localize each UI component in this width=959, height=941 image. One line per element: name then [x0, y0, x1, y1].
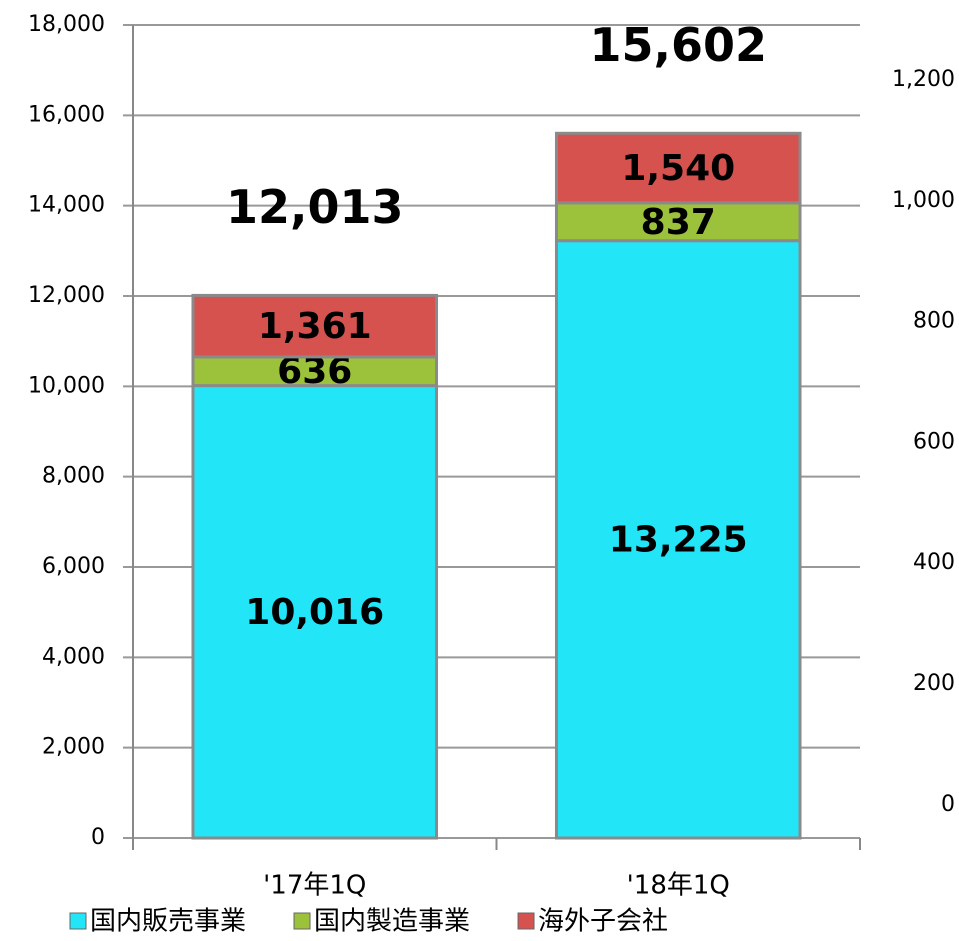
- bar-segment: [191, 384, 439, 840]
- y-tick-label: 4,000: [42, 644, 105, 669]
- y-tick-label: 2,000: [42, 735, 105, 760]
- y2-tick-label: 0: [941, 792, 955, 817]
- y-tick-label: 0: [91, 825, 105, 850]
- total-label: 12,013: [226, 180, 404, 234]
- y-tick-label: 8,000: [42, 464, 105, 489]
- y2-tick-label: 200: [913, 671, 955, 696]
- data-label: 10,016: [245, 592, 384, 633]
- y-tick-label: 12,000: [28, 283, 105, 308]
- y2-tick-label: 600: [913, 429, 955, 454]
- bar-segment: [554, 201, 802, 243]
- y-tick-label: 6,000: [42, 554, 105, 579]
- data-label: 1,540: [621, 148, 735, 189]
- y-tick-label: 18,000: [28, 12, 105, 37]
- y2-tick-label: 1,000: [892, 188, 955, 213]
- data-label: 837: [641, 202, 716, 243]
- y-tick-label: 16,000: [28, 102, 105, 127]
- bar-segment: [554, 239, 802, 840]
- legend-swatch: [517, 912, 535, 930]
- total-label: 15,602: [589, 18, 767, 72]
- bar-segment: [191, 355, 439, 388]
- y-tick-label: 14,000: [28, 193, 105, 218]
- legend-swatch: [69, 912, 87, 930]
- x-tick-label: '18年1Q: [627, 871, 730, 901]
- legend-swatch: [293, 912, 311, 930]
- y2-tick-label: 800: [913, 309, 955, 334]
- legend-label: 国内製造事業: [314, 907, 470, 937]
- bar-segment: [554, 131, 802, 205]
- legend-label: 国内販売事業: [90, 907, 246, 937]
- y2-tick-label: 1,200: [892, 67, 955, 92]
- y2-tick-label: 400: [913, 550, 955, 575]
- data-label: 13,225: [609, 519, 748, 560]
- legend-label: 海外子会社: [538, 907, 668, 937]
- x-tick-label: '17年1Q: [263, 871, 366, 901]
- data-label: 1,361: [258, 306, 372, 347]
- y-tick-label: 10,000: [28, 373, 105, 398]
- bar-segment: [191, 293, 439, 359]
